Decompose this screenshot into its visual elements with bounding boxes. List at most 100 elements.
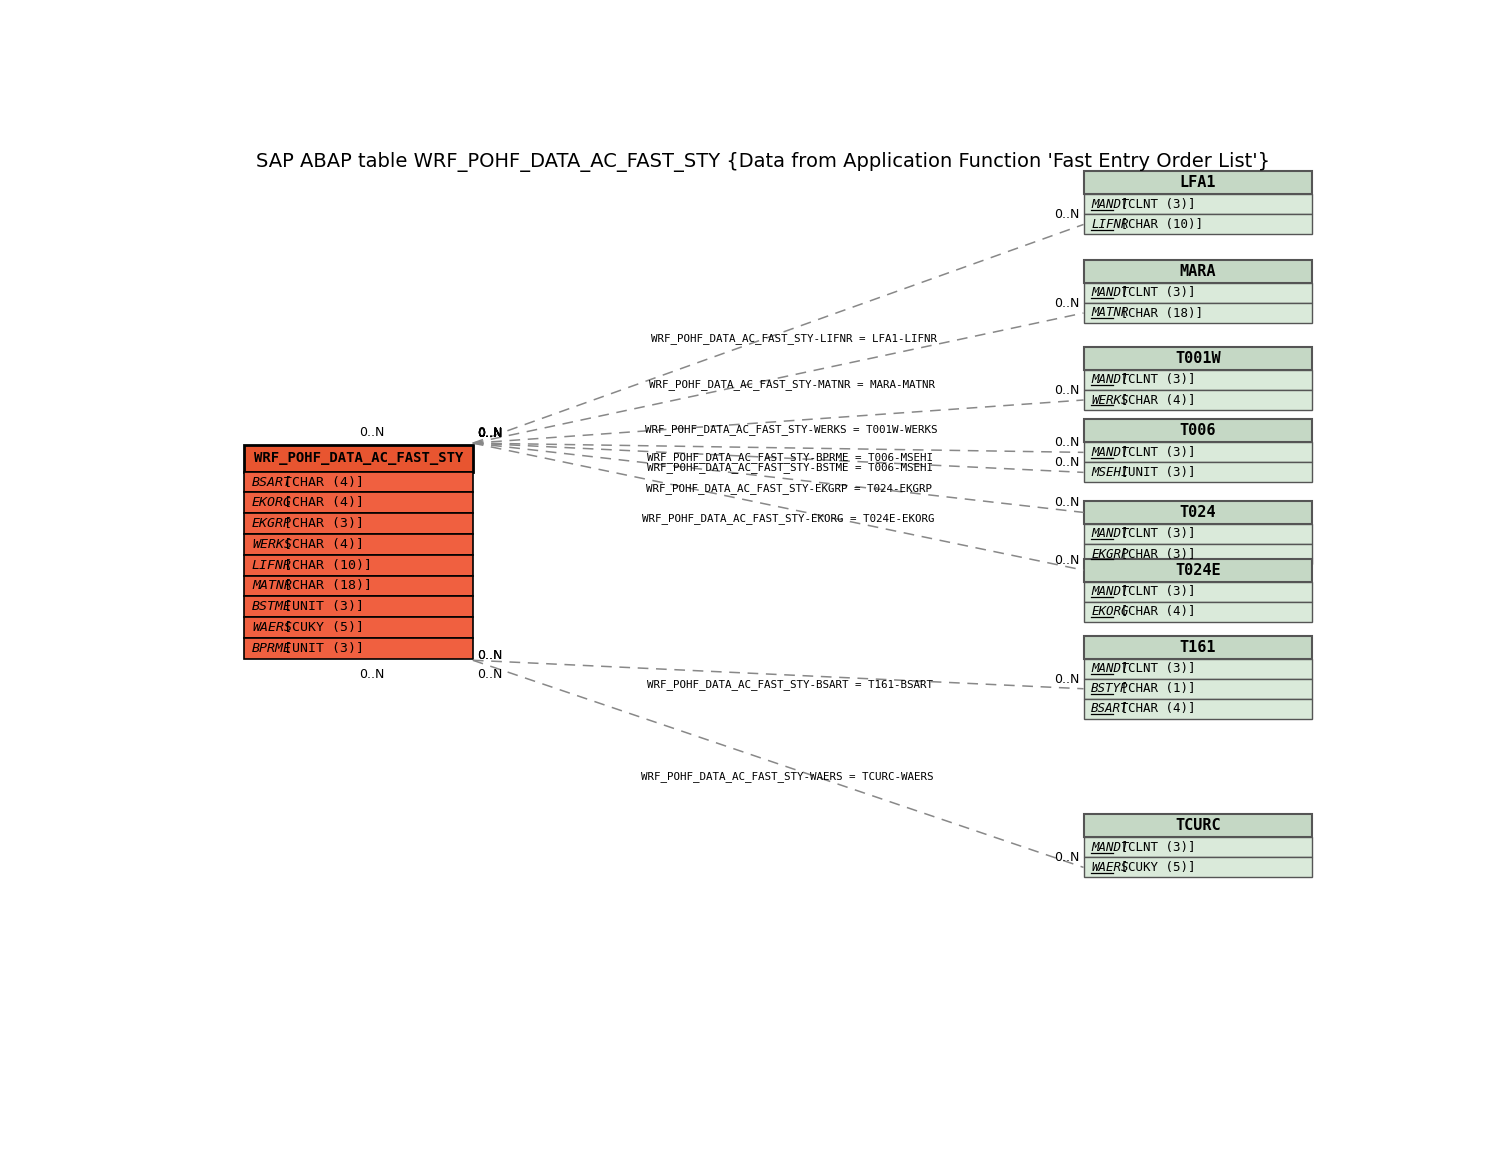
Text: [CUKY (5)]: [CUKY (5)] — [277, 621, 365, 634]
Text: 0..N: 0..N — [476, 427, 502, 440]
Text: [CLNT (3)]: [CLNT (3)] — [1112, 374, 1196, 386]
Text: [CHAR (4)]: [CHAR (4)] — [1112, 605, 1196, 618]
Bar — [1084, 545, 1312, 564]
Text: [UNIT (3)]: [UNIT (3)] — [1112, 466, 1196, 479]
Bar — [244, 493, 474, 513]
Text: 0..N: 0..N — [1054, 297, 1080, 310]
Text: LIFNR: LIFNR — [1091, 218, 1129, 231]
Bar — [244, 638, 474, 659]
Text: WRF_POHF_DATA_AC_FAST_STY-BSTME = T006-MSEHI: WRF_POHF_DATA_AC_FAST_STY-BSTME = T006-M… — [648, 463, 934, 473]
Bar — [244, 576, 474, 596]
Text: [CHAR (10)]: [CHAR (10)] — [277, 559, 372, 571]
Text: [CHAR (4)]: [CHAR (4)] — [1112, 703, 1196, 715]
Text: MANDT: MANDT — [1091, 663, 1129, 676]
Text: 0..N: 0..N — [476, 425, 502, 438]
Text: LIFNR: LIFNR — [252, 559, 292, 571]
Bar — [1084, 602, 1312, 622]
Text: 0..N: 0..N — [476, 649, 502, 662]
Bar — [1084, 857, 1312, 877]
Text: WRF_POHF_DATA_AC_FAST_STY-WAERS = TCURC-WAERS: WRF_POHF_DATA_AC_FAST_STY-WAERS = TCURC-… — [642, 772, 934, 782]
Text: [CHAR (18)]: [CHAR (18)] — [1112, 307, 1203, 320]
Bar — [1084, 699, 1312, 719]
Text: MANDT: MANDT — [1091, 527, 1129, 541]
Text: 0..N: 0..N — [476, 649, 502, 662]
Text: [CLNT (3)]: [CLNT (3)] — [1112, 446, 1196, 459]
Text: 0..N: 0..N — [476, 427, 502, 440]
Bar — [1084, 214, 1312, 234]
Bar — [244, 472, 474, 493]
Text: [CLNT (3)]: [CLNT (3)] — [1112, 841, 1196, 854]
Text: MANDT: MANDT — [1091, 198, 1129, 211]
Bar — [1084, 370, 1312, 390]
Text: [CUKY (5)]: [CUKY (5)] — [1112, 861, 1196, 874]
Text: WRF_POHF_DATA_AC_FAST_STY-EKGRP = T024-EKGRP: WRF_POHF_DATA_AC_FAST_STY-EKGRP = T024-E… — [646, 482, 932, 494]
Text: WRF_POHF_DATA_AC_FAST_STY-LIFNR = LFA1-LIFNR: WRF_POHF_DATA_AC_FAST_STY-LIFNR = LFA1-L… — [651, 333, 937, 343]
Text: 0..N: 0..N — [476, 667, 502, 682]
Text: T024E: T024E — [1175, 563, 1221, 577]
Bar — [1084, 419, 1312, 443]
Text: MATNR: MATNR — [252, 580, 292, 593]
Text: 0..N: 0..N — [359, 425, 384, 438]
Text: WAERS: WAERS — [252, 621, 292, 634]
Text: BSART: BSART — [252, 475, 292, 488]
Text: [CLNT (3)]: [CLNT (3)] — [1112, 198, 1196, 211]
Text: 0..N: 0..N — [359, 667, 384, 682]
Text: 0..N: 0..N — [1054, 208, 1080, 221]
Text: WRF_POHF_DATA_AC_FAST_STY-BSART = T161-BSART: WRF_POHF_DATA_AC_FAST_STY-BSART = T161-B… — [648, 679, 934, 690]
Text: WRF_POHF_DATA_AC_FAST_STY-BPRME = T006-MSEHI: WRF_POHF_DATA_AC_FAST_STY-BPRME = T006-M… — [648, 452, 934, 463]
Text: [CHAR (4)]: [CHAR (4)] — [277, 537, 365, 550]
Text: 0..N: 0..N — [476, 427, 502, 440]
Text: WERKS: WERKS — [252, 537, 292, 550]
Bar — [244, 596, 474, 617]
Bar — [1084, 501, 1312, 523]
Text: 0..N: 0..N — [1054, 554, 1080, 567]
Text: EKGRP: EKGRP — [1091, 548, 1129, 561]
Bar — [1084, 636, 1312, 659]
Bar — [1084, 260, 1312, 283]
Text: WRF_POHF_DATA_AC_FAST_STY-MATNR = MARA-MATNR: WRF_POHF_DATA_AC_FAST_STY-MATNR = MARA-M… — [649, 379, 935, 390]
Text: 0..N: 0..N — [476, 427, 502, 440]
Text: T161: T161 — [1179, 639, 1217, 655]
Text: [CHAR (3)]: [CHAR (3)] — [1112, 548, 1196, 561]
Text: [CHAR (10)]: [CHAR (10)] — [1112, 218, 1203, 231]
Text: 0..N: 0..N — [476, 427, 502, 440]
Text: T024: T024 — [1179, 505, 1217, 520]
Bar — [1084, 837, 1312, 857]
Text: [UNIT (3)]: [UNIT (3)] — [277, 601, 365, 614]
Text: MATNR: MATNR — [1091, 307, 1129, 320]
Text: T001W: T001W — [1175, 351, 1221, 365]
Text: 0..N: 0..N — [1054, 437, 1080, 450]
Bar — [1084, 814, 1312, 837]
Text: 0..N: 0..N — [1054, 851, 1080, 864]
Text: MANDT: MANDT — [1091, 287, 1129, 300]
Bar — [1084, 559, 1312, 582]
Text: WRF_POHF_DATA_AC_FAST_STY: WRF_POHF_DATA_AC_FAST_STY — [255, 451, 463, 465]
Text: [CHAR (4)]: [CHAR (4)] — [277, 497, 365, 509]
Text: T006: T006 — [1179, 423, 1217, 438]
Text: MANDT: MANDT — [1091, 374, 1129, 386]
Text: 0..N: 0..N — [1054, 457, 1080, 470]
Bar — [244, 445, 474, 472]
Bar — [1084, 303, 1312, 323]
Bar — [244, 617, 474, 638]
Text: [CHAR (18)]: [CHAR (18)] — [277, 580, 372, 593]
Bar — [1084, 443, 1312, 463]
Bar — [1084, 171, 1312, 194]
Bar — [244, 555, 474, 576]
Text: BSART: BSART — [1091, 703, 1129, 715]
Text: [CHAR (4)]: [CHAR (4)] — [1112, 393, 1196, 406]
Text: BSTME: BSTME — [252, 601, 292, 614]
Bar — [1084, 390, 1312, 410]
Bar — [244, 513, 474, 534]
Text: 0..N: 0..N — [1054, 672, 1080, 686]
Text: [CHAR (4)]: [CHAR (4)] — [277, 475, 365, 488]
Text: MSEHI: MSEHI — [1091, 466, 1129, 479]
Text: 0..N: 0..N — [1054, 497, 1080, 509]
Text: MARA: MARA — [1179, 263, 1217, 279]
Text: WRF_POHF_DATA_AC_FAST_STY-WERKS = T001W-WERKS: WRF_POHF_DATA_AC_FAST_STY-WERKS = T001W-… — [645, 424, 938, 436]
Text: [CLNT (3)]: [CLNT (3)] — [1112, 663, 1196, 676]
Text: TCURC: TCURC — [1175, 819, 1221, 834]
Bar — [1084, 463, 1312, 482]
Text: [CLNT (3)]: [CLNT (3)] — [1112, 527, 1196, 541]
Bar — [244, 534, 474, 555]
